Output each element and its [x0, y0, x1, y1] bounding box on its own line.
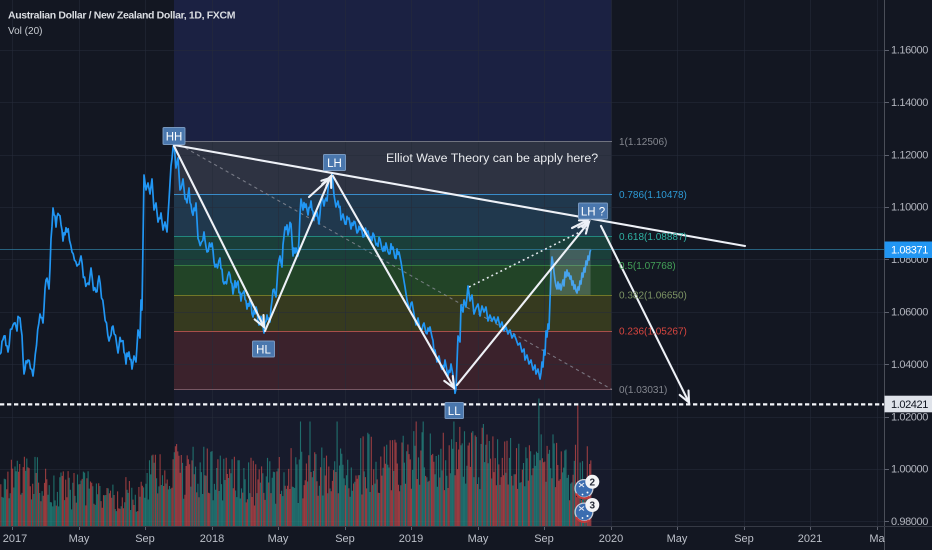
- svg-text:1.14000: 1.14000: [891, 97, 928, 109]
- svg-text:Sep: Sep: [534, 533, 554, 545]
- svg-text:1.16000: 1.16000: [891, 45, 928, 57]
- svg-text:HL: HL: [256, 344, 271, 356]
- svg-text:May: May: [468, 533, 489, 545]
- svg-text:Vol (20): Vol (20): [8, 26, 42, 37]
- svg-text:0.382(1.06650): 0.382(1.06650): [619, 291, 687, 302]
- svg-text:2019: 2019: [399, 533, 423, 545]
- svg-text:LL: LL: [448, 406, 461, 418]
- svg-text:2: 2: [590, 478, 596, 489]
- svg-text:0.618(1.08887): 0.618(1.08887): [619, 232, 687, 243]
- svg-text:Ma: Ma: [869, 533, 885, 545]
- svg-text:Elliot Wave Theory can be appl: Elliot Wave Theory can be apply here?: [386, 151, 598, 165]
- svg-text:May: May: [69, 533, 90, 545]
- svg-text:1.08371: 1.08371: [891, 245, 928, 257]
- svg-text:1.02000: 1.02000: [891, 412, 928, 424]
- svg-text:1(1.12506): 1(1.12506): [619, 137, 667, 148]
- svg-text:2017: 2017: [3, 533, 27, 545]
- svg-text:1.04000: 1.04000: [891, 359, 928, 371]
- svg-text:0.5(1.07768): 0.5(1.07768): [619, 261, 676, 272]
- svg-text:1.12000: 1.12000: [891, 150, 928, 162]
- svg-text:2021: 2021: [798, 533, 822, 545]
- svg-text:0(1.03031): 0(1.03031): [619, 385, 667, 396]
- svg-text:Sep: Sep: [135, 533, 155, 545]
- svg-text:LH ?: LH ?: [581, 206, 605, 218]
- svg-text:Sep: Sep: [335, 533, 355, 545]
- svg-text:Australian Dollar / New Zealan: Australian Dollar / New Zealand Dollar, …: [8, 10, 236, 22]
- svg-text:2018: 2018: [200, 533, 224, 545]
- svg-text:1.10000: 1.10000: [891, 202, 928, 214]
- svg-text:1.00000: 1.00000: [891, 464, 928, 476]
- svg-text:1.06000: 1.06000: [891, 307, 928, 319]
- svg-text:May: May: [268, 533, 289, 545]
- svg-text:1.02421: 1.02421: [891, 399, 928, 411]
- svg-text:0.236(1.05267): 0.236(1.05267): [619, 327, 687, 338]
- svg-text:3: 3: [590, 501, 596, 512]
- svg-text:LH: LH: [327, 158, 342, 170]
- svg-text:Sep: Sep: [734, 533, 754, 545]
- svg-text:May: May: [667, 533, 688, 545]
- svg-text:2020: 2020: [599, 533, 623, 545]
- svg-text:0.786(1.10478): 0.786(1.10478): [619, 190, 687, 201]
- svg-text:HH: HH: [166, 132, 183, 144]
- svg-text:0.98000: 0.98000: [891, 516, 928, 528]
